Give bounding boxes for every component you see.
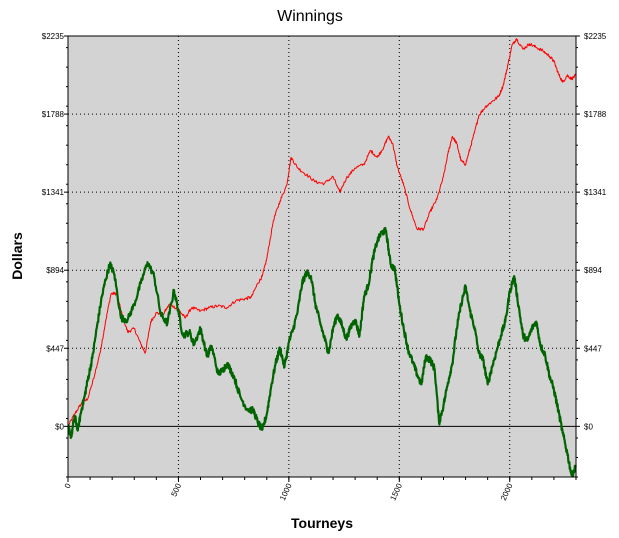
y-tick-label-left: $1788: [42, 110, 65, 119]
x-tick-label: 1500: [388, 482, 404, 502]
y-axis-label: Dollars: [9, 232, 25, 280]
chart-title: Winnings: [277, 8, 343, 25]
plot-border: [67, 35, 577, 478]
y-tick-label-right: $1341: [584, 188, 607, 197]
x-tick-label: 500: [169, 482, 183, 498]
series-lines: [67, 38, 577, 478]
y-tick-label-right: $894: [584, 266, 602, 275]
axis-ticks: [64, 35, 580, 482]
y-tick-label-right: $447: [584, 344, 602, 353]
y-tick-label-left: $1341: [42, 188, 65, 197]
y-tick-label-left: $2235: [42, 32, 65, 41]
x-tick-label: 1000: [278, 482, 294, 502]
y-tick-label-right: $0: [584, 422, 593, 431]
x-axis-label: Tourneys: [291, 515, 353, 531]
series-line-green: [67, 226, 577, 478]
y-tick-label-left: $447: [46, 344, 64, 353]
y-tick-label-left: $894: [46, 266, 64, 275]
y-tick-label-right: $1788: [584, 110, 607, 119]
y-tick-label-left: $0: [55, 422, 64, 431]
plot-area: [68, 36, 576, 477]
x-tick-label: 2000: [499, 482, 515, 502]
x-tick-label: 0: [63, 482, 73, 490]
y-tick-label-right: $2235: [584, 32, 607, 41]
series-line-red: [67, 38, 577, 427]
